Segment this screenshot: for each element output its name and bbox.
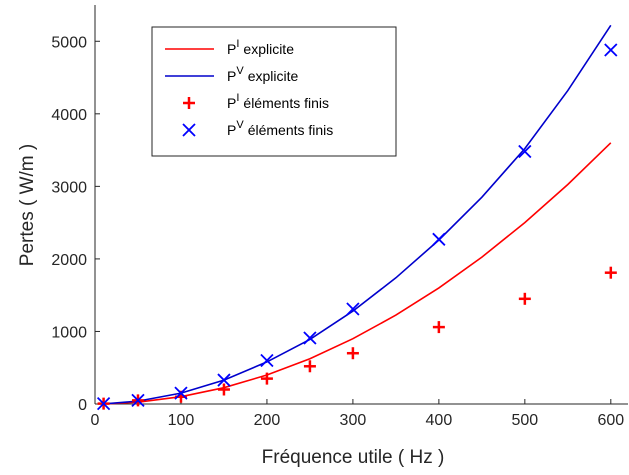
plot-area: 0 100 200 300 400 500 600 0 1000 2000 3000 4000 500… xyxy=(51,5,628,429)
legend-label-superscript: V xyxy=(236,65,244,77)
legend-entry: PI éléments finis xyxy=(183,92,329,111)
legend-marker-swatch xyxy=(182,123,196,137)
legend-entry: PI explicite xyxy=(165,38,294,57)
y-ticks: 0 1000 2000 3000 4000 5000 xyxy=(51,34,100,414)
legend-marker-swatch xyxy=(183,97,195,109)
x-tick-label: 300 xyxy=(340,412,367,429)
legend-label-superscript: I xyxy=(236,38,239,50)
legend-label: PV éléments finis xyxy=(227,119,333,138)
x-tick-label: 400 xyxy=(426,412,453,429)
legend-entry: PV explicite xyxy=(165,65,298,84)
y-axis-label: Pertes ( W/m ) xyxy=(17,144,38,266)
y-tick-label: 4000 xyxy=(51,107,87,124)
y-tick-label: 5000 xyxy=(51,34,87,51)
cross-marker xyxy=(217,373,231,387)
x-tick-label: 100 xyxy=(168,412,195,429)
x-tick-label: 600 xyxy=(597,412,624,429)
cross-marker xyxy=(518,144,532,159)
x-tick-label: 0 xyxy=(91,412,100,429)
legend-label-text: éléments finis xyxy=(243,95,329,111)
cross-marker xyxy=(432,232,446,246)
cross-marker xyxy=(346,302,360,316)
y-tick-label: 1000 xyxy=(51,324,87,341)
y-tick-label: 3000 xyxy=(51,179,87,196)
legend-label-superscript: I xyxy=(236,92,239,104)
x-ticks: 0 100 200 300 400 500 600 xyxy=(91,399,624,429)
legend-entry: PV éléments finis xyxy=(182,119,333,138)
plus-marker xyxy=(217,383,230,396)
legend-label-main: P xyxy=(227,122,236,138)
plus-marker xyxy=(518,292,531,305)
y-tick-label: 2000 xyxy=(51,252,87,269)
cross-marker xyxy=(131,393,145,408)
legend-label-text: éléments finis xyxy=(248,122,334,138)
plus-marker xyxy=(346,347,359,360)
x-tick-label: 200 xyxy=(254,412,281,429)
x-tick-label: 500 xyxy=(511,412,538,429)
x-axis-label: Fréquence utile ( Hz ) xyxy=(262,447,445,468)
legend-label: PV explicite xyxy=(227,65,298,84)
legend-label-text: explicite xyxy=(243,41,294,57)
legend-label-main: P xyxy=(227,68,236,84)
legend-label: PI explicite xyxy=(227,38,294,57)
plus-marker xyxy=(303,360,316,373)
legend-label-main: P xyxy=(227,95,236,111)
plus-marker xyxy=(604,266,617,279)
cross-marker xyxy=(260,353,274,368)
plus-marker xyxy=(432,321,445,334)
cross-marker xyxy=(174,386,188,400)
y-tick-label: 0 xyxy=(78,397,87,414)
series-line xyxy=(103,142,612,405)
cross-marker xyxy=(604,43,618,57)
legend-label-text: explicite xyxy=(248,68,299,84)
legend-label-main: P xyxy=(227,41,236,57)
cross-marker xyxy=(96,397,111,411)
plus-marker xyxy=(260,372,273,385)
cross-marker xyxy=(303,331,317,345)
legend-label-superscript: V xyxy=(236,119,244,131)
series-layer xyxy=(96,24,618,411)
legend-label: PI éléments finis xyxy=(227,92,329,111)
